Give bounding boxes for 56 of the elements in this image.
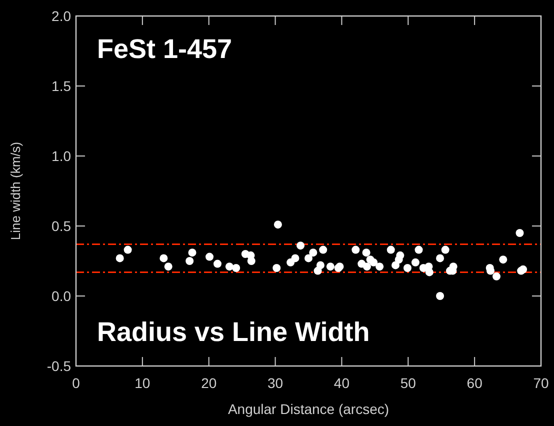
point: [516, 229, 524, 237]
point: [309, 248, 318, 257]
point: [362, 262, 371, 271]
point: [414, 246, 423, 254]
point: [436, 254, 444, 262]
point: [319, 246, 328, 254]
x-tick-label: 70: [533, 375, 549, 391]
x-tick-label: 40: [334, 375, 350, 391]
point: [186, 257, 194, 265]
point: [116, 254, 124, 262]
point: [362, 248, 370, 257]
y-tick-label: 0.5: [52, 218, 72, 234]
point: [376, 262, 384, 271]
point: [206, 252, 214, 261]
x-tick-label: 50: [400, 375, 416, 391]
x-tick-label: 60: [466, 375, 483, 391]
point: [291, 254, 300, 262]
point: [274, 220, 282, 229]
text: FeSt 1-457: [97, 34, 232, 64]
point: [411, 258, 420, 266]
point: [492, 272, 500, 280]
point: [304, 254, 312, 262]
point: [352, 246, 360, 254]
point: [499, 256, 508, 264]
point: [188, 248, 196, 257]
point: [247, 257, 256, 265]
y-tick-label: 2.0: [52, 8, 72, 24]
point: [392, 261, 400, 270]
x-tick-label: 0: [72, 375, 80, 391]
point: [425, 268, 434, 276]
point: [272, 264, 281, 272]
point: [403, 264, 412, 272]
x-tick-label: 10: [134, 375, 150, 391]
x-tick-label: 30: [267, 375, 284, 391]
point: [225, 262, 234, 271]
point: [164, 262, 172, 271]
point: [396, 251, 404, 260]
text: Radius vs Line Width: [97, 317, 370, 347]
point: [213, 260, 222, 268]
point: [436, 292, 444, 300]
point: [124, 246, 132, 254]
point: [232, 264, 240, 272]
point: [316, 261, 324, 270]
y-axis-title: Line width (km/s): [8, 142, 23, 240]
point: [326, 262, 334, 271]
point: [296, 242, 305, 250]
y-tick-label: 0.0: [52, 288, 72, 304]
x-tick-label: 20: [201, 375, 217, 391]
y-tick-label: 1.5: [52, 78, 72, 94]
y-tick-label: -0.5: [46, 358, 72, 374]
point: [441, 246, 450, 254]
y-tick-label: 1.0: [52, 148, 72, 164]
x-axis-title: Angular Distance (arcsec): [228, 401, 390, 417]
point: [370, 258, 378, 266]
point: [160, 254, 168, 262]
point: [386, 246, 395, 254]
